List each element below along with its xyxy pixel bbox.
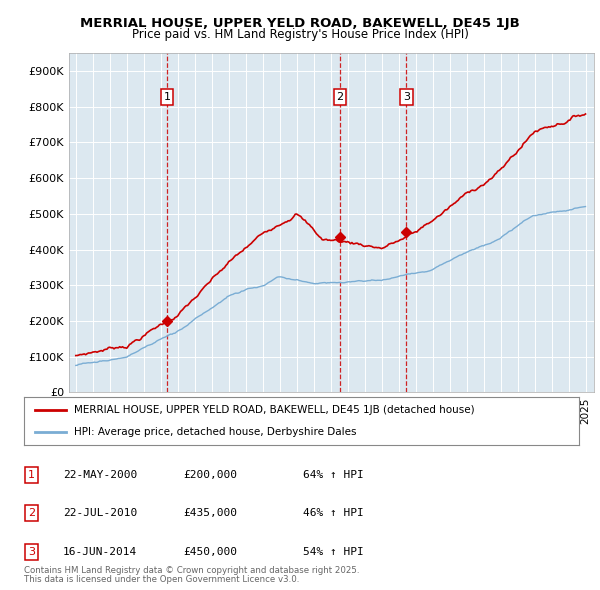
Text: £435,000: £435,000 <box>183 509 237 518</box>
Text: Contains HM Land Registry data © Crown copyright and database right 2025.: Contains HM Land Registry data © Crown c… <box>24 566 359 575</box>
Text: MERRIAL HOUSE, UPPER YELD ROAD, BAKEWELL, DE45 1JB: MERRIAL HOUSE, UPPER YELD ROAD, BAKEWELL… <box>80 17 520 30</box>
Text: 16-JUN-2014: 16-JUN-2014 <box>63 547 137 556</box>
Text: 46% ↑ HPI: 46% ↑ HPI <box>303 509 364 518</box>
Text: HPI: Average price, detached house, Derbyshire Dales: HPI: Average price, detached house, Derb… <box>74 427 356 437</box>
Text: 54% ↑ HPI: 54% ↑ HPI <box>303 547 364 556</box>
Text: 1: 1 <box>28 470 35 480</box>
Text: 22-JUL-2010: 22-JUL-2010 <box>63 509 137 518</box>
Text: £450,000: £450,000 <box>183 547 237 556</box>
Text: MERRIAL HOUSE, UPPER YELD ROAD, BAKEWELL, DE45 1JB (detached house): MERRIAL HOUSE, UPPER YELD ROAD, BAKEWELL… <box>74 405 475 415</box>
Text: £200,000: £200,000 <box>183 470 237 480</box>
Text: 3: 3 <box>28 547 35 556</box>
Text: 3: 3 <box>403 92 410 102</box>
Text: 64% ↑ HPI: 64% ↑ HPI <box>303 470 364 480</box>
Text: This data is licensed under the Open Government Licence v3.0.: This data is licensed under the Open Gov… <box>24 575 299 584</box>
Text: Price paid vs. HM Land Registry's House Price Index (HPI): Price paid vs. HM Land Registry's House … <box>131 28 469 41</box>
Text: 22-MAY-2000: 22-MAY-2000 <box>63 470 137 480</box>
Text: 2: 2 <box>28 509 35 518</box>
Text: 2: 2 <box>337 92 344 102</box>
Text: 1: 1 <box>164 92 171 102</box>
